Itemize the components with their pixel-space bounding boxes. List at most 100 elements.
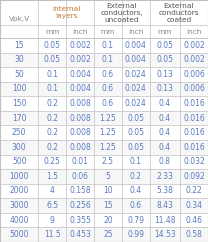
- Text: 170: 170: [12, 114, 26, 123]
- Text: mm: mm: [158, 29, 172, 35]
- Text: 2.5: 2.5: [102, 157, 114, 166]
- Text: 0.016: 0.016: [183, 128, 205, 137]
- Text: 0.46: 0.46: [186, 216, 203, 225]
- Text: 0.6: 0.6: [130, 201, 142, 210]
- Text: 0.4: 0.4: [159, 128, 171, 137]
- Text: 0.2: 0.2: [46, 114, 58, 123]
- Text: 0.008: 0.008: [69, 128, 91, 137]
- Text: 0.006: 0.006: [183, 84, 205, 93]
- Text: 0.024: 0.024: [125, 84, 147, 93]
- Text: inch: inch: [72, 29, 88, 35]
- Text: 0.004: 0.004: [69, 70, 91, 79]
- Text: mm: mm: [101, 29, 115, 35]
- Text: 0.004: 0.004: [125, 55, 147, 64]
- Text: 0.25: 0.25: [44, 157, 61, 166]
- Text: 0.004: 0.004: [69, 84, 91, 93]
- Bar: [0, 111, 208, 125]
- Text: 6.5: 6.5: [46, 201, 58, 210]
- Text: mm: mm: [45, 29, 59, 35]
- Text: 5: 5: [105, 172, 110, 181]
- Text: 0.008: 0.008: [69, 99, 91, 108]
- Text: 0.4: 0.4: [159, 114, 171, 123]
- Text: External
conductors
coated: External conductors coated: [159, 3, 199, 23]
- Text: 250: 250: [12, 128, 26, 137]
- Bar: [121, 0, 122, 25]
- Text: 1.5: 1.5: [46, 172, 58, 181]
- Text: 30: 30: [14, 55, 24, 64]
- Bar: [0, 227, 208, 242]
- Text: 0.1: 0.1: [130, 157, 142, 166]
- Text: 0.58: 0.58: [186, 230, 203, 239]
- Text: External
conductors,
uncoated: External conductors, uncoated: [100, 3, 143, 23]
- Text: 4000: 4000: [9, 216, 29, 225]
- Bar: [0, 155, 208, 169]
- Text: 1.25: 1.25: [100, 114, 116, 123]
- Bar: [0, 198, 208, 213]
- Text: 5000: 5000: [9, 230, 29, 239]
- Text: 0.05: 0.05: [127, 114, 144, 123]
- Text: 0.008: 0.008: [69, 143, 91, 152]
- Text: 0.002: 0.002: [183, 55, 205, 64]
- Text: 1000: 1000: [10, 172, 29, 181]
- Bar: [0, 184, 208, 198]
- Text: 0.002: 0.002: [69, 41, 91, 50]
- Text: 0.2: 0.2: [130, 172, 142, 181]
- Text: 0.8: 0.8: [159, 157, 171, 166]
- Text: 0.453: 0.453: [69, 230, 91, 239]
- Bar: [0, 0, 38, 38]
- Bar: [66, 0, 67, 25]
- Text: 0.13: 0.13: [156, 70, 173, 79]
- Text: Internal
layers: Internal layers: [52, 6, 80, 19]
- Text: 0.05: 0.05: [156, 55, 173, 64]
- Text: 0.22: 0.22: [186, 187, 202, 196]
- Text: 0.024: 0.024: [125, 70, 147, 79]
- Text: Vpk,V: Vpk,V: [9, 16, 30, 22]
- Text: 0.016: 0.016: [183, 143, 205, 152]
- Bar: [0, 53, 208, 67]
- Text: 300: 300: [12, 143, 27, 152]
- Bar: [94, 0, 150, 25]
- Text: 0.6: 0.6: [102, 99, 114, 108]
- Text: 20: 20: [103, 216, 113, 225]
- Text: 1.25: 1.25: [100, 128, 116, 137]
- Text: 0.6: 0.6: [102, 84, 114, 93]
- Text: 0.4: 0.4: [159, 99, 171, 108]
- Bar: [0, 140, 208, 155]
- Text: 0.032: 0.032: [183, 157, 205, 166]
- Text: 0.05: 0.05: [127, 143, 144, 152]
- Text: 0.008: 0.008: [69, 114, 91, 123]
- Text: 0.092: 0.092: [183, 172, 205, 181]
- Text: 50: 50: [14, 70, 24, 79]
- Text: 0.05: 0.05: [44, 55, 61, 64]
- Bar: [0, 169, 208, 184]
- Text: 5.38: 5.38: [156, 187, 173, 196]
- Text: 0.2: 0.2: [46, 128, 58, 137]
- Text: 0.34: 0.34: [186, 201, 203, 210]
- Text: 0.016: 0.016: [183, 99, 205, 108]
- Text: 0.05: 0.05: [127, 128, 144, 137]
- Text: 0.6: 0.6: [102, 70, 114, 79]
- Bar: [0, 82, 208, 96]
- Text: 0.256: 0.256: [69, 201, 91, 210]
- Text: 150: 150: [12, 99, 26, 108]
- Text: 0.13: 0.13: [156, 84, 173, 93]
- Text: 0.1: 0.1: [102, 55, 114, 64]
- Text: 0.05: 0.05: [44, 41, 61, 50]
- Text: 3000: 3000: [9, 201, 29, 210]
- Text: 15: 15: [14, 41, 24, 50]
- Text: 0.024: 0.024: [125, 99, 147, 108]
- Text: 0.002: 0.002: [69, 55, 91, 64]
- Text: 0.1: 0.1: [46, 84, 58, 93]
- Bar: [0, 25, 208, 38]
- Text: 500: 500: [12, 157, 27, 166]
- Bar: [0, 213, 208, 227]
- Text: 0.06: 0.06: [72, 172, 89, 181]
- Text: 0.002: 0.002: [183, 41, 205, 50]
- Text: 2000: 2000: [10, 187, 29, 196]
- Text: 15: 15: [103, 201, 113, 210]
- Text: 0.1: 0.1: [46, 70, 58, 79]
- Bar: [0, 67, 208, 82]
- Text: 0.006: 0.006: [183, 70, 205, 79]
- Text: 11.5: 11.5: [44, 230, 61, 239]
- Text: 0.004: 0.004: [125, 41, 147, 50]
